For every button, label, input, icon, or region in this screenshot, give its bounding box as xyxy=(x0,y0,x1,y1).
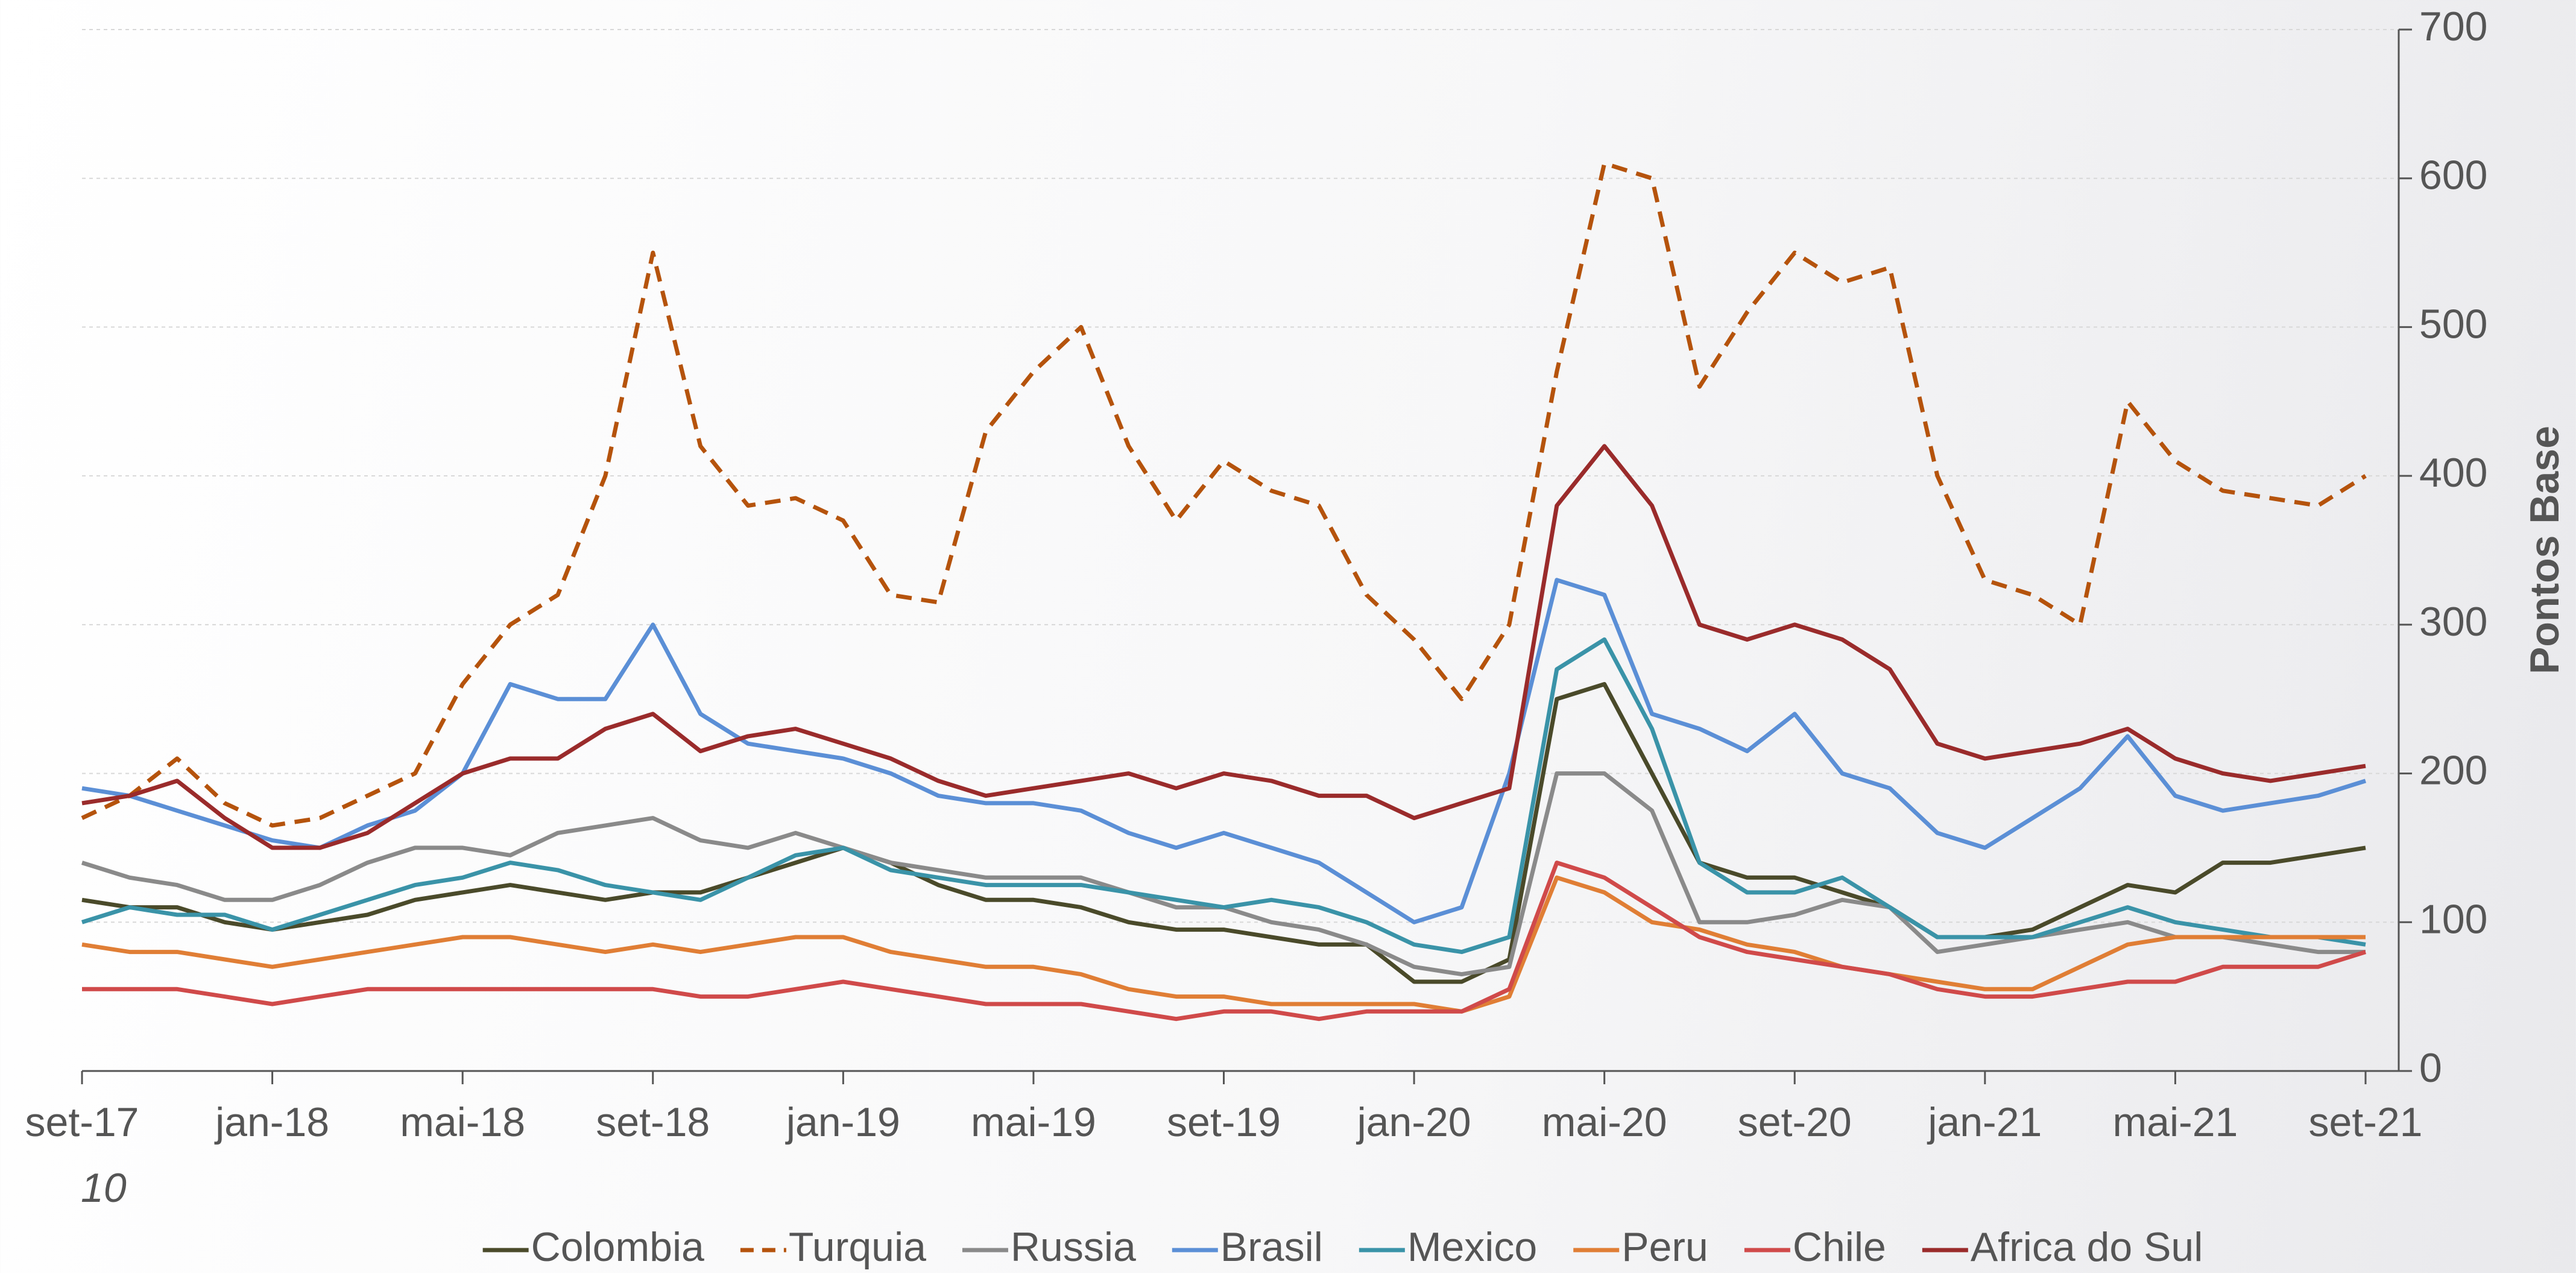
legend-label: Peru xyxy=(1621,1224,1708,1270)
x-tick-label: jan-18 xyxy=(214,1099,329,1145)
x-tick-label: set-18 xyxy=(596,1099,710,1145)
legend-label: Russia xyxy=(1011,1224,1136,1270)
y-tick-label: 100 xyxy=(2419,896,2487,942)
x-tick-label: jan-20 xyxy=(1356,1099,1471,1145)
y-tick-label: 0 xyxy=(2419,1045,2442,1091)
legend-label: Turquia xyxy=(789,1224,926,1270)
x-tick-label: jan-21 xyxy=(1927,1099,2042,1145)
x-tick-label: mai-18 xyxy=(400,1099,525,1145)
y-tick-label: 700 xyxy=(2419,4,2487,49)
x-tick-label: set-21 xyxy=(2309,1099,2423,1145)
legend-label: Brasil xyxy=(1220,1224,1323,1270)
series-line xyxy=(81,161,2367,828)
x-tick-label: set-20 xyxy=(1738,1099,1852,1145)
series-line xyxy=(81,875,2366,1014)
x-tick-label: set-19 xyxy=(1167,1099,1281,1145)
y-tick-label: 400 xyxy=(2419,450,2487,496)
legend-label: Colombia xyxy=(531,1224,704,1270)
y-tick-label: 500 xyxy=(2419,301,2487,347)
series-line xyxy=(81,444,2366,850)
y-tick-label: 300 xyxy=(2419,599,2487,645)
y-tick-label: 600 xyxy=(2419,153,2487,198)
x-tick-label: mai-19 xyxy=(971,1099,1096,1145)
x-tick-label: mai-20 xyxy=(1542,1099,1667,1145)
x-tick-label: mai-21 xyxy=(2112,1099,2238,1145)
y-tick-label: 200 xyxy=(2419,748,2487,794)
series-line xyxy=(81,637,2366,955)
legend-label: Chile xyxy=(1793,1224,1886,1270)
x-tick-label: jan-19 xyxy=(785,1099,900,1145)
legend-label: Mexico xyxy=(1407,1224,1537,1270)
y-axis-title: Pontos Base xyxy=(2522,426,2568,674)
legend-label: Africa do Sul xyxy=(1971,1224,2203,1270)
annotation: 10 xyxy=(81,1165,127,1211)
series-line xyxy=(82,861,2367,1022)
x-tick-label: set-17 xyxy=(25,1099,139,1145)
